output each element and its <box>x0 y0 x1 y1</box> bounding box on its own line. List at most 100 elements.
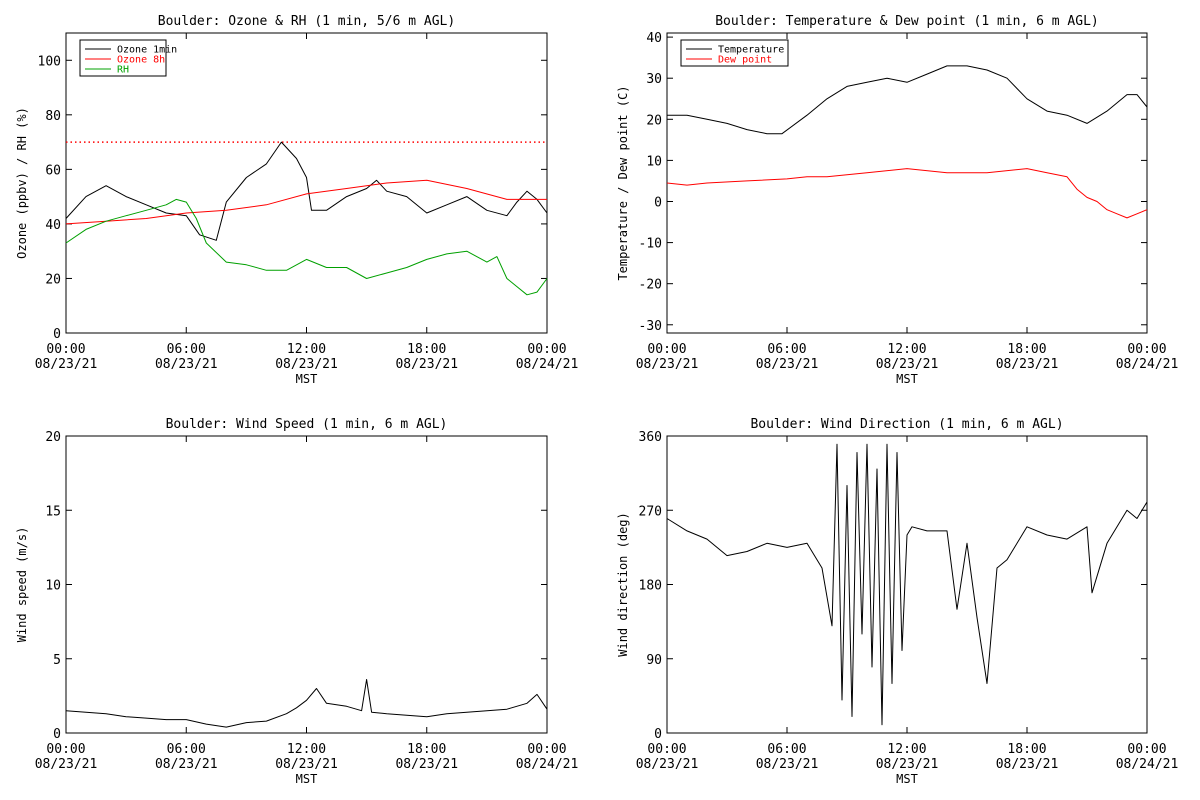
x-tick-time: 12:00 <box>887 342 926 357</box>
x-tick-time: 00:00 <box>46 342 85 357</box>
y-tick-label: 10 <box>646 154 662 169</box>
y-axis-label: Ozone (ppbv) / RH (%) <box>15 107 29 259</box>
series-line-2 <box>65 198 548 296</box>
x-tick-date: 08/23/21 <box>395 357 458 372</box>
y-tick-label: -20 <box>639 278 662 293</box>
x-tick-date: 08/23/21 <box>996 757 1059 772</box>
y-tick-label: -10 <box>639 237 662 252</box>
y-tick-label: 5 <box>53 653 61 668</box>
x-tick-time: 12:00 <box>287 342 326 357</box>
plot-frame <box>666 435 1148 734</box>
x-axis-label: MST <box>896 772 918 786</box>
x-tick-date: 08/23/21 <box>35 357 98 372</box>
x-tick-date: 08/23/21 <box>756 357 819 372</box>
x-tick-date: 08/24/21 <box>1116 357 1179 372</box>
x-tick-date: 08/24/21 <box>516 757 579 772</box>
plot-frame <box>65 32 548 334</box>
x-tick-date: 08/23/21 <box>275 357 338 372</box>
ozone-rh-panel: Boulder: Ozone & RH (1 min, 5/6 m AGL) 0 2… <box>15 14 578 386</box>
x-tick-date: 08/23/21 <box>155 757 218 772</box>
x-axis-label: MST <box>296 772 318 786</box>
plot-frame <box>666 32 1148 334</box>
x-tick-time: 00:00 <box>647 342 686 357</box>
y-axis-label: Wind direction (deg) <box>616 512 630 657</box>
x-tick-time: 18:00 <box>407 742 446 757</box>
x-tick-date: 08/24/21 <box>516 357 579 372</box>
legend-box <box>680 39 789 67</box>
legend-label: Ozone 8h <box>117 55 165 66</box>
wind-direction-panel: Boulder: Wind Direction (1 min, 6 m AGL)… <box>616 417 1178 786</box>
y-tick-label: 20 <box>646 113 662 128</box>
series-line-0 <box>667 65 1148 135</box>
x-tick-date: 08/23/21 <box>155 357 218 372</box>
legend-box <box>79 39 167 77</box>
x-axis-label: MST <box>296 372 318 386</box>
x-tick-time: 00:00 <box>647 742 686 757</box>
x-tick-date: 08/23/21 <box>395 757 458 772</box>
y-tick-label: 0 <box>53 727 61 742</box>
x-tick-date: 08/23/21 <box>876 357 939 372</box>
x-tick-date: 08/23/21 <box>996 357 1059 372</box>
y-tick-label: 0 <box>53 327 61 342</box>
chart-title: Boulder: Temperature & Dew point (1 min,… <box>715 14 1099 29</box>
y-tick-label: 360 <box>639 430 662 445</box>
legend-label: RH <box>117 65 129 76</box>
y-axis-label: Wind speed (m/s) <box>15 527 29 643</box>
y-tick-label: -30 <box>639 319 662 334</box>
legend-label: Ozone 1min <box>117 45 177 56</box>
y-tick-label: 40 <box>646 31 662 46</box>
chart-title: Boulder: Wind Speed (1 min, 6 m AGL) <box>166 417 448 432</box>
y-tick-label: 20 <box>45 430 61 445</box>
series-line-1 <box>666 168 1148 219</box>
y-tick-label: 15 <box>45 504 61 519</box>
wind-speed-panel: Boulder: Wind Speed (1 min, 6 m AGL) 0 5 10… <box>15 417 578 786</box>
x-tick-time: 12:00 <box>887 742 926 757</box>
x-tick-time: 06:00 <box>767 742 806 757</box>
x-tick-time: 18:00 <box>1007 342 1046 357</box>
y-tick-label: 10 <box>45 579 61 594</box>
y-tick-label: 100 <box>38 54 61 69</box>
x-tick-time: 06:00 <box>767 342 806 357</box>
x-tick-time: 06:00 <box>167 342 206 357</box>
legend-label: Temperature <box>718 45 784 56</box>
y-axis-label: Temperature / Dew point (C) <box>616 85 630 280</box>
y-tick-label: 30 <box>646 72 662 87</box>
x-tick-time: 18:00 <box>407 342 446 357</box>
x-tick-time: 00:00 <box>527 742 566 757</box>
y-tick-label: 0 <box>654 727 662 742</box>
x-tick-time: 00:00 <box>1127 742 1166 757</box>
series-line-0 <box>65 141 548 241</box>
y-tick-label: 90 <box>646 653 662 668</box>
y-tick-label: 40 <box>45 218 61 233</box>
x-tick-date: 08/23/21 <box>876 757 939 772</box>
chart-title: Boulder: Ozone & RH (1 min, 5/6 m AGL) <box>158 14 455 29</box>
x-tick-date: 08/23/21 <box>275 757 338 772</box>
x-tick-time: 00:00 <box>527 342 566 357</box>
legend-label: Dew point <box>718 55 772 66</box>
x-tick-time: 12:00 <box>287 742 326 757</box>
x-axis-label: MST <box>896 372 918 386</box>
x-tick-date: 08/24/21 <box>1116 757 1179 772</box>
series-line-0 <box>666 443 1148 726</box>
y-tick-label: 80 <box>45 109 61 124</box>
x-tick-time: 18:00 <box>1007 742 1046 757</box>
x-tick-time: 00:00 <box>1127 342 1166 357</box>
chart-title: Boulder: Wind Direction (1 min, 6 m AGL) <box>750 417 1063 432</box>
temperature-dewpoint-panel: Boulder: Temperature & Dew point (1 min,… <box>616 14 1178 386</box>
x-tick-date: 08/23/21 <box>756 757 819 772</box>
series-line-0 <box>65 679 548 728</box>
y-tick-label: 60 <box>45 163 61 178</box>
x-tick-date: 08/23/21 <box>636 357 699 372</box>
plot-frame <box>65 435 548 734</box>
x-tick-time: 00:00 <box>46 742 85 757</box>
x-tick-date: 08/23/21 <box>636 757 699 772</box>
x-tick-time: 06:00 <box>167 742 206 757</box>
y-tick-label: 180 <box>639 579 662 594</box>
series-line-1 <box>65 179 547 225</box>
y-tick-label: 20 <box>45 272 61 287</box>
x-tick-date: 08/23/21 <box>35 757 98 772</box>
y-tick-label: 270 <box>639 504 662 519</box>
